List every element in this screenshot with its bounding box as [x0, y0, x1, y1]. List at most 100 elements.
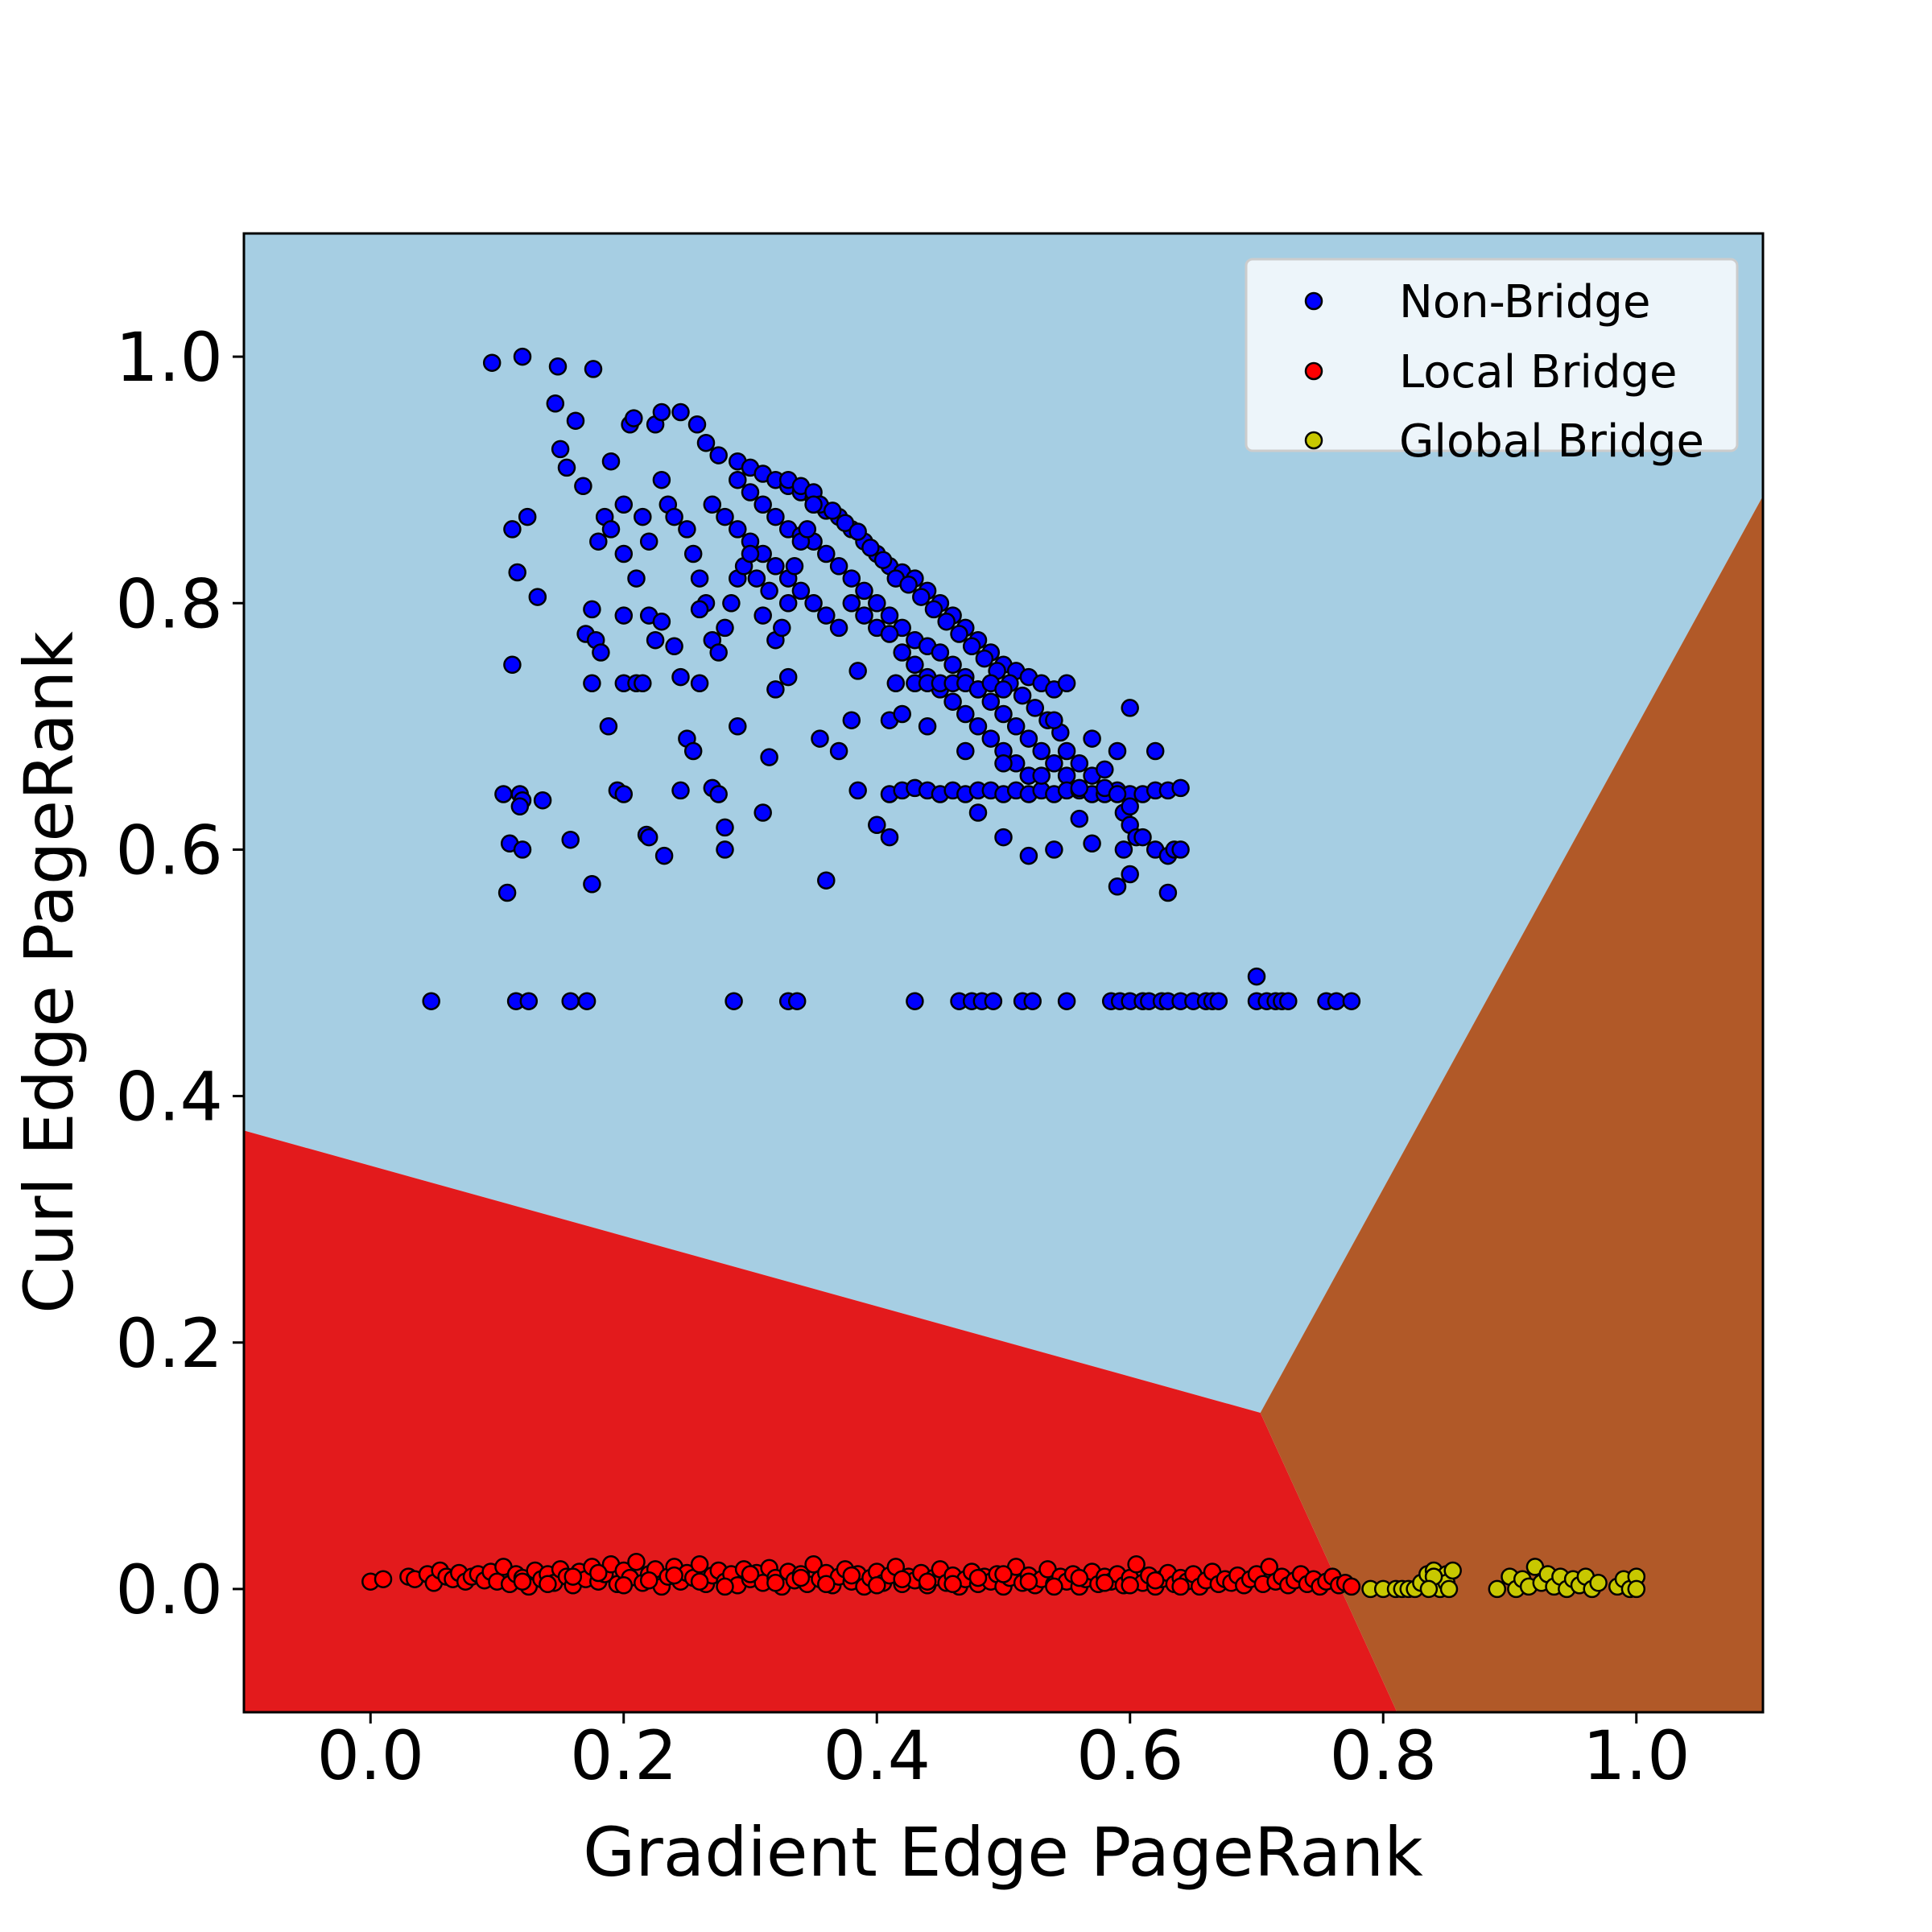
plot-frame	[242, 232, 1765, 1714]
local-bridge-point	[1019, 1572, 1038, 1591]
non-bridge-point	[791, 581, 811, 601]
non-bridge-point	[848, 662, 867, 680]
non-bridge-point	[1057, 766, 1076, 785]
non-bridge-point	[804, 495, 823, 514]
non-bridge-point	[503, 655, 522, 675]
non-bridge-point	[574, 477, 592, 496]
non-bridge-point	[994, 680, 1013, 699]
non-bridge-point	[906, 655, 924, 675]
non-bridge-point	[671, 402, 690, 422]
non-bridge-point	[1108, 877, 1127, 896]
non-bridge-point	[709, 643, 728, 662]
non-bridge-point	[1279, 992, 1298, 1010]
non-bridge-point	[753, 495, 772, 514]
x-tick-label: 0.2	[570, 1716, 678, 1795]
legend-marker-local-bridge	[1304, 361, 1323, 381]
non-bridge-point	[1247, 967, 1266, 986]
global-bridge-point	[1419, 1579, 1439, 1599]
non-bridge-point	[798, 520, 817, 539]
non-bridge-point	[1045, 711, 1063, 729]
non-bridge-point	[510, 797, 530, 816]
global-bridge-point	[1589, 1574, 1608, 1592]
local-bridge-point	[893, 1570, 911, 1588]
local-bridge-point	[943, 1575, 962, 1594]
non-bridge-point	[855, 581, 873, 601]
non-bridge-point	[690, 600, 709, 619]
non-bridge-point	[678, 520, 696, 539]
non-bridge-point	[766, 680, 785, 699]
non-bridge-point	[956, 704, 975, 724]
non-bridge-point	[962, 637, 981, 656]
non-bridge-point	[937, 612, 956, 631]
non-bridge-point	[817, 871, 836, 890]
non-bridge-point	[924, 600, 943, 619]
non-bridge-point	[778, 667, 798, 687]
non-bridge-point	[943, 655, 962, 675]
non-bridge-point	[519, 992, 539, 1010]
local-bridge-point	[1096, 1574, 1114, 1592]
non-bridge-point	[829, 618, 848, 638]
non-bridge-point	[943, 692, 962, 711]
non-bridge-point	[709, 785, 728, 803]
local-bridge-point	[627, 1552, 646, 1571]
non-bridge-point	[614, 544, 634, 564]
non-bridge-point	[950, 625, 968, 643]
x-tick-label: 0.8	[1329, 1716, 1437, 1795]
non-bridge-point	[508, 563, 526, 582]
non-bridge-point	[1171, 778, 1190, 798]
non-bridge-point	[1327, 992, 1346, 1010]
legend-marker-global-bridge	[1304, 431, 1323, 450]
local-bridge-point	[374, 1570, 393, 1588]
non-bridge-point	[592, 643, 610, 662]
global-bridge-region	[1260, 496, 1763, 1712]
non-bridge-point	[1121, 699, 1139, 717]
local-bridge-point	[589, 1563, 608, 1583]
x-axis-ticks: 0.0 0.2 0.4 0.6 0.8 1.0	[316, 1712, 1690, 1795]
y-tick-label: 0.0	[115, 1550, 223, 1629]
non-bridge-point	[811, 729, 829, 748]
non-bridge-point	[956, 741, 975, 761]
non-bridge-point	[912, 588, 931, 606]
non-bridge-point	[1121, 865, 1139, 884]
non-bridge-point	[855, 606, 873, 625]
non-bridge-point	[589, 532, 608, 551]
non-bridge-point	[665, 637, 683, 656]
non-bridge-point	[601, 520, 621, 539]
non-bridge-point	[696, 433, 716, 452]
non-bridge-point	[766, 507, 785, 526]
non-bridge-point	[716, 818, 734, 837]
non-bridge-point	[1083, 834, 1101, 853]
non-bridge-point	[760, 748, 778, 766]
non-bridge-point	[716, 507, 734, 526]
local-bridge-point	[1045, 1577, 1063, 1596]
non-bridge-point	[975, 649, 994, 668]
non-bridge-point	[422, 992, 440, 1010]
non-bridge-point	[652, 402, 671, 422]
local-bridge-point	[804, 1555, 823, 1574]
non-bridge-point	[729, 717, 747, 736]
local-bridge-point	[564, 1567, 583, 1586]
local-bridge-point	[539, 1575, 557, 1594]
local-bridge-point	[614, 1576, 634, 1595]
non-bridge-point	[741, 544, 760, 564]
non-bridge-point	[931, 643, 950, 662]
non-bridge-point	[1070, 778, 1089, 798]
non-bridge-point	[494, 785, 513, 803]
non-bridge-point	[513, 840, 532, 859]
non-bridge-point	[654, 846, 674, 865]
non-bridge-point	[583, 674, 601, 693]
non-bridge-point	[583, 600, 601, 619]
local-bridge-point	[918, 1572, 937, 1591]
non-bridge-point	[561, 830, 580, 849]
non-bridge-point	[886, 674, 906, 693]
non-bridge-point	[690, 674, 709, 693]
non-bridge-point	[785, 557, 804, 576]
non-bridge-point	[1032, 766, 1051, 785]
y-tick-label: 1.0	[115, 318, 223, 397]
local-bridge-point	[868, 1576, 886, 1595]
local-bridge-point	[1146, 1571, 1165, 1590]
global-bridge-point	[1488, 1579, 1507, 1599]
non-bridge-point	[829, 741, 848, 761]
non-bridge-point	[671, 781, 690, 800]
non-bridge-point	[557, 458, 576, 477]
